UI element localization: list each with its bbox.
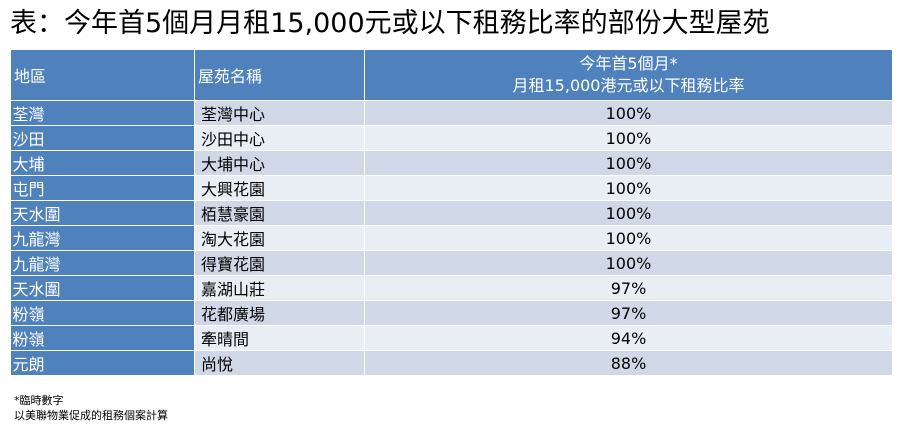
cell-estate: 嘉湖山莊 — [194, 275, 365, 301]
cell-ratio: 97% — [364, 300, 893, 326]
table-row: 大埔 大埔中心 100% — [10, 150, 893, 176]
table-row: 天水圍 栢慧豪園 100% — [10, 200, 893, 226]
table-row: 九龍灣 得寶花園 100% — [10, 250, 893, 276]
cell-ratio: 100% — [364, 100, 893, 126]
table-row: 天水圍 嘉湖山莊 97% — [10, 275, 893, 301]
cell-estate: 大興花園 — [194, 175, 365, 201]
header-ratio-line1: 今年首5個月* — [579, 54, 678, 73]
footnote-source: 以美聯物業促成的租務個案計算 — [14, 409, 168, 422]
cell-region: 九龍灣 — [10, 250, 195, 276]
cell-ratio: 100% — [364, 200, 893, 226]
rent-ratio-table: 地區 屋苑名稱 今年首5個月* 月租15,000港元或以下租務比率 荃灣 荃灣中心… — [10, 49, 893, 376]
cell-ratio: 100% — [364, 150, 893, 176]
cell-ratio: 88% — [364, 350, 893, 376]
cell-region: 粉嶺 — [10, 325, 195, 351]
cell-estate: 荃灣中心 — [194, 100, 365, 126]
cell-ratio: 100% — [364, 250, 893, 276]
cell-estate: 栢慧豪園 — [194, 200, 365, 226]
cell-region: 沙田 — [10, 125, 195, 151]
cell-ratio: 100% — [364, 175, 893, 201]
header-ratio-line2: 月租15,000港元或以下租務比率 — [512, 76, 745, 95]
cell-estate: 沙田中心 — [194, 125, 365, 151]
cell-estate: 尚悅 — [194, 350, 365, 376]
cell-ratio: 97% — [364, 275, 893, 301]
header-estate: 屋苑名稱 — [194, 49, 365, 101]
cell-ratio: 94% — [364, 325, 893, 351]
cell-region: 荃灣 — [10, 100, 195, 126]
table-row: 粉嶺 花都廣場 97% — [10, 300, 893, 326]
footnotes: *臨時數字 以美聯物業促成的租務個案計算 — [14, 393, 168, 423]
cell-region: 天水圍 — [10, 275, 195, 301]
cell-ratio: 100% — [364, 225, 893, 251]
footnote-provisional: *臨時數字 — [14, 394, 64, 407]
table-header-row: 地區 屋苑名稱 今年首5個月* 月租15,000港元或以下租務比率 — [10, 49, 893, 101]
table-row: 沙田 沙田中心 100% — [10, 125, 893, 151]
header-ratio: 今年首5個月* 月租15,000港元或以下租務比率 — [364, 49, 893, 101]
cell-region: 元朗 — [10, 350, 195, 376]
header-region: 地區 — [10, 49, 195, 101]
cell-region: 粉嶺 — [10, 300, 195, 326]
table-body: 荃灣 荃灣中心 100% 沙田 沙田中心 100% 大埔 大埔中心 100% 屯門 大興花園 100%… — [10, 100, 893, 376]
table-row: 屯門 大興花園 100% — [10, 175, 893, 201]
page-title: 表：今年首5個月月租15,000元或以下租務比率的部份大型屋苑 — [10, 8, 770, 39]
cell-estate: 淘大花園 — [194, 225, 365, 251]
cell-ratio: 100% — [364, 125, 893, 151]
cell-estate: 牽晴間 — [194, 325, 365, 351]
table-row: 元朗 尚悅 88% — [10, 350, 893, 376]
cell-region: 九龍灣 — [10, 225, 195, 251]
table-row: 荃灣 荃灣中心 100% — [10, 100, 893, 126]
table-row: 粉嶺 牽晴間 94% — [10, 325, 893, 351]
cell-region: 天水圍 — [10, 200, 195, 226]
cell-region: 大埔 — [10, 150, 195, 176]
cell-region: 屯門 — [10, 175, 195, 201]
table-row: 九龍灣 淘大花園 100% — [10, 225, 893, 251]
cell-estate: 得寶花園 — [194, 250, 365, 276]
cell-estate: 大埔中心 — [194, 150, 365, 176]
cell-estate: 花都廣場 — [194, 300, 365, 326]
